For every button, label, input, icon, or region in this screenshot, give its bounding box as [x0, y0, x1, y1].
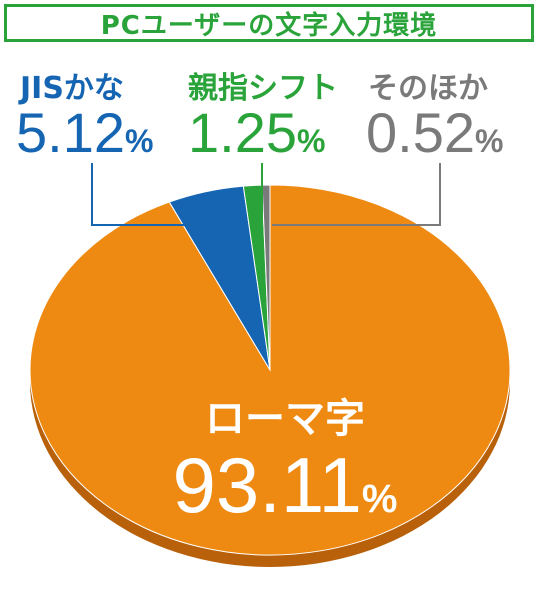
label-romaji-number: 93.11 [173, 441, 362, 529]
chart-title-box: PCユーザーの文字入力環境 [4, 4, 534, 42]
label-oyayubi-value: 1.25% [188, 101, 325, 164]
label-romaji-name: ローマ字 [205, 396, 365, 442]
leader-other [272, 163, 441, 226]
label-oyayubi-unit: % [297, 123, 325, 159]
label-other-value: 0.52% [366, 101, 503, 164]
label-oyayubi-name: 親指シフト [188, 71, 338, 106]
label-other-name: そのほか [368, 71, 488, 106]
label-jis-kana-unit: % [125, 123, 153, 159]
label-other-number: 0.52 [366, 101, 475, 164]
label-other-unit: % [475, 123, 503, 159]
label-jis-kana-name: JISかな [18, 71, 124, 106]
label-oyayubi-number: 1.25 [188, 101, 297, 164]
chart-title: PCユーザーの文字入力環境 [100, 10, 438, 41]
leader-jis-kana [91, 163, 185, 226]
label-romaji-unit: % [362, 477, 398, 521]
label-jis-kana-value: 5.12% [16, 101, 153, 164]
slice-romaji [29, 184, 511, 556]
label-jis-kana-number: 5.12 [16, 101, 125, 164]
label-romaji-value: 93.11% [173, 441, 398, 529]
